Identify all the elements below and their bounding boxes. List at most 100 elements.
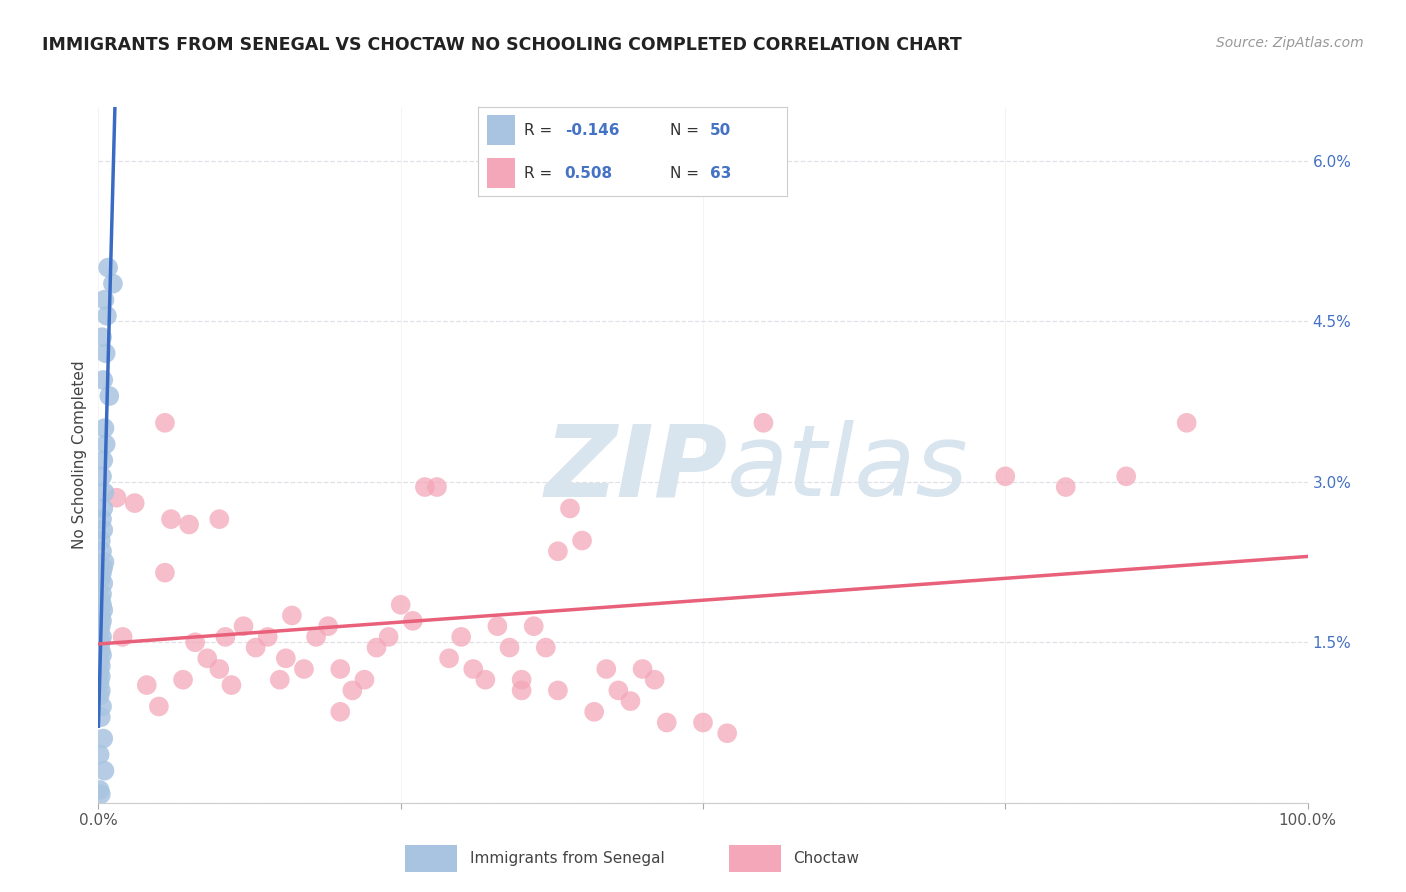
- Point: [89, 624, 111, 639]
- Point: [93, 293, 115, 307]
- Point: [89, 655, 111, 669]
- Point: [342, 683, 364, 698]
- Text: N =: N =: [669, 166, 703, 180]
- Text: R =: R =: [524, 166, 558, 180]
- Text: Immigrants from Senegal: Immigrants from Senegal: [470, 851, 665, 866]
- Point: [716, 726, 738, 740]
- Point: [426, 480, 449, 494]
- Point: [245, 640, 267, 655]
- Point: [98, 389, 121, 403]
- Point: [195, 651, 218, 665]
- FancyBboxPatch shape: [728, 846, 780, 872]
- Point: [377, 630, 399, 644]
- Point: [547, 544, 569, 558]
- Point: [1115, 469, 1137, 483]
- Point: [274, 651, 297, 665]
- Point: [91, 699, 114, 714]
- Point: [93, 421, 115, 435]
- Point: [93, 764, 115, 778]
- Point: [89, 689, 111, 703]
- Point: [413, 480, 436, 494]
- Text: IMMIGRANTS FROM SENEGAL VS CHOCTAW NO SCHOOLING COMPLETED CORRELATION CHART: IMMIGRANTS FROM SENEGAL VS CHOCTAW NO SC…: [42, 36, 962, 54]
- Point: [90, 608, 112, 623]
- Point: [692, 715, 714, 730]
- Point: [91, 630, 114, 644]
- Point: [90, 533, 112, 548]
- Text: -0.146: -0.146: [565, 123, 619, 137]
- Point: [644, 673, 666, 687]
- Point: [89, 676, 111, 690]
- Point: [450, 630, 472, 644]
- Point: [91, 544, 114, 558]
- Point: [124, 496, 146, 510]
- Point: [91, 512, 114, 526]
- Point: [90, 644, 112, 658]
- Point: [160, 512, 183, 526]
- Text: 0.508: 0.508: [565, 166, 613, 180]
- Point: [91, 373, 114, 387]
- Point: [97, 260, 120, 275]
- Point: [402, 614, 425, 628]
- Point: [90, 669, 112, 683]
- Text: ZIP: ZIP: [544, 420, 727, 517]
- Point: [91, 648, 114, 662]
- Point: [148, 699, 170, 714]
- Text: atlas: atlas: [727, 420, 969, 517]
- Point: [510, 673, 533, 687]
- Point: [619, 694, 641, 708]
- Point: [91, 501, 114, 516]
- Point: [90, 658, 112, 673]
- Point: [89, 665, 111, 680]
- Point: [91, 566, 114, 580]
- Point: [91, 560, 114, 574]
- Point: [91, 453, 114, 467]
- Point: [91, 731, 114, 746]
- Point: [221, 678, 243, 692]
- Text: N =: N =: [669, 123, 703, 137]
- Point: [232, 619, 254, 633]
- Point: [571, 533, 593, 548]
- Point: [90, 710, 112, 724]
- Point: [558, 501, 581, 516]
- Point: [607, 683, 630, 698]
- Point: [583, 705, 606, 719]
- Point: [91, 523, 114, 537]
- Point: [463, 662, 485, 676]
- FancyBboxPatch shape: [405, 846, 457, 872]
- Point: [91, 330, 114, 344]
- Point: [214, 630, 236, 644]
- Point: [90, 635, 112, 649]
- Point: [89, 783, 111, 797]
- FancyBboxPatch shape: [488, 115, 515, 145]
- Point: [91, 614, 114, 628]
- Point: [486, 619, 509, 633]
- Point: [90, 683, 112, 698]
- Point: [179, 517, 201, 532]
- Text: Choctaw: Choctaw: [793, 851, 859, 866]
- Point: [93, 555, 115, 569]
- Point: [389, 598, 412, 612]
- Point: [105, 491, 128, 505]
- Point: [329, 662, 352, 676]
- Y-axis label: No Schooling Completed: No Schooling Completed: [72, 360, 87, 549]
- Point: [208, 662, 231, 676]
- Point: [752, 416, 775, 430]
- Point: [96, 309, 118, 323]
- Point: [1175, 416, 1198, 430]
- Point: [93, 485, 115, 500]
- Point: [94, 437, 117, 451]
- Point: [90, 592, 112, 607]
- Point: [184, 635, 207, 649]
- Point: [510, 683, 533, 698]
- Point: [305, 630, 328, 644]
- Point: [91, 469, 114, 483]
- Point: [153, 416, 176, 430]
- Point: [94, 346, 117, 360]
- Point: [329, 705, 352, 719]
- Point: [269, 673, 291, 687]
- Point: [153, 566, 176, 580]
- Point: [256, 630, 278, 644]
- Point: [437, 651, 460, 665]
- Point: [316, 619, 339, 633]
- Point: [1054, 480, 1077, 494]
